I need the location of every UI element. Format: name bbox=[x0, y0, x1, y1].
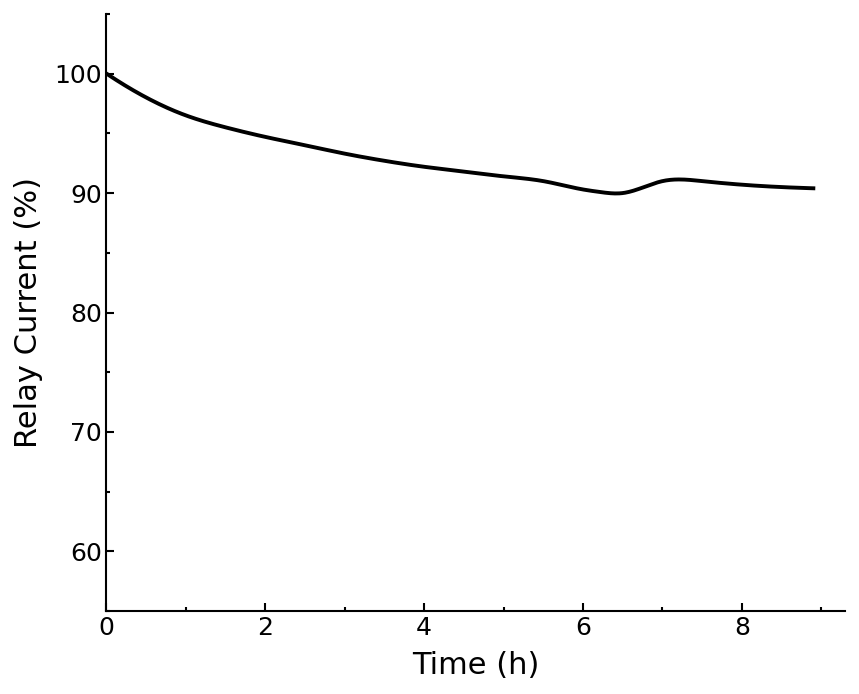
X-axis label: Time (h): Time (h) bbox=[412, 651, 539, 680]
Y-axis label: Relay Current (%): Relay Current (%) bbox=[14, 177, 43, 448]
